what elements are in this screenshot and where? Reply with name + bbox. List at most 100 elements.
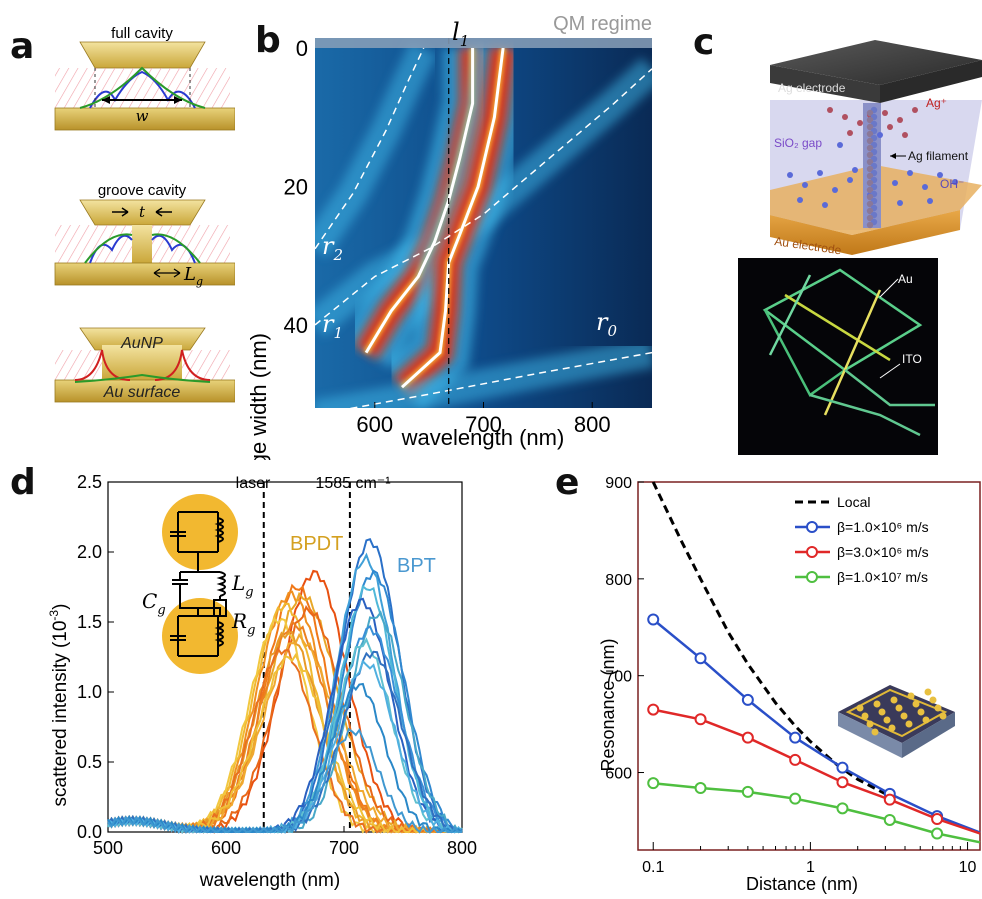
oh-ion-dot bbox=[832, 187, 838, 193]
chart-d-xlabel: wavelength (nm) bbox=[199, 870, 340, 891]
chart-b-xtick-label: 800 bbox=[574, 412, 611, 437]
filament-dot bbox=[866, 123, 874, 131]
oh-ion-dot bbox=[822, 202, 828, 208]
filament-dot bbox=[866, 186, 874, 194]
panel-letter-a: a bbox=[10, 26, 35, 67]
filament-dot bbox=[866, 172, 874, 180]
series-point bbox=[931, 813, 944, 826]
ag-ion-dot bbox=[882, 110, 888, 116]
inset-nanoparticle bbox=[900, 712, 908, 720]
oh-ion-dot bbox=[817, 170, 823, 176]
dispersion-curve-mode1 bbox=[364, 48, 475, 354]
inset-nanoparticle bbox=[890, 696, 898, 704]
series-line bbox=[652, 708, 981, 835]
series-point bbox=[931, 827, 944, 840]
curve-label-r0: r0 bbox=[596, 308, 617, 340]
gap-symbol: t bbox=[139, 203, 146, 221]
chart-e-ytick-label: 900 bbox=[605, 475, 632, 492]
spectrum-bpt bbox=[107, 610, 462, 834]
ag-ion-dot bbox=[857, 120, 863, 126]
inset-nanoparticle bbox=[934, 704, 942, 712]
oh-ion-dot bbox=[937, 172, 943, 178]
asymptote-r1 bbox=[315, 68, 652, 326]
series-point bbox=[883, 813, 896, 826]
legend-label: β=1.0×10⁶ m/s bbox=[837, 519, 929, 535]
chart-d-ylabel: scattered intensity (10-3) bbox=[47, 604, 71, 807]
series-line bbox=[651, 481, 887, 796]
series-point bbox=[647, 777, 660, 790]
ag-ion-dot bbox=[827, 107, 833, 113]
legend-label: Local bbox=[837, 494, 870, 510]
series-line bbox=[653, 781, 981, 844]
series-line bbox=[652, 618, 981, 834]
circuit-inset: Cg Lg Rg bbox=[142, 494, 255, 674]
inset-nanoparticle bbox=[912, 700, 920, 708]
raman-label: 1585 cm⁻¹ bbox=[315, 475, 390, 492]
inset-nanoparticle bbox=[873, 700, 881, 708]
chart-e-ytick-label: 700 bbox=[605, 669, 632, 686]
chart-b-xtick-label: 700 bbox=[465, 412, 502, 437]
legend-label: β=3.0×10⁶ m/s bbox=[837, 544, 929, 560]
chart-e-xtick-label: 0.1 bbox=[642, 859, 664, 876]
filament-dot bbox=[866, 109, 874, 117]
chart-d-ytick-label: 0.5 bbox=[77, 752, 102, 772]
groove-cavity-label: groove cavity bbox=[98, 182, 187, 199]
ag-filament-label: Ag filament bbox=[908, 149, 969, 163]
series-point bbox=[789, 753, 802, 766]
ag-electrode bbox=[770, 40, 982, 85]
inset-nanoparticle bbox=[856, 704, 864, 712]
filament-dot bbox=[866, 130, 874, 138]
bpt-label: BPT bbox=[397, 555, 436, 577]
ag-ion-dot bbox=[897, 117, 903, 123]
spectrum-bpt bbox=[107, 637, 463, 834]
full-cavity-label: full cavity bbox=[111, 25, 173, 42]
spectrum-bpt bbox=[107, 537, 463, 834]
inset-nanoparticle bbox=[878, 708, 886, 716]
line-label-l1: l1 bbox=[452, 18, 469, 50]
oh-ion-dot bbox=[802, 182, 808, 188]
series-point bbox=[836, 802, 849, 815]
chart-e-resonance: 0.1 1 10 600 700 800 900 Local β=1.0×10⁶ m/s β=3… bbox=[598, 475, 981, 894]
series-point bbox=[741, 785, 754, 798]
ag-ion-dot bbox=[902, 132, 908, 138]
nanoparticle-diagram: AuNP Au surface bbox=[54, 327, 235, 403]
chart-d-ytick-label: 2.5 bbox=[77, 472, 102, 492]
chart-b-ytick-label: 40 bbox=[284, 313, 308, 338]
chart-d-xtick-label: 800 bbox=[447, 838, 477, 858]
panel-c-device-illustration: Ag electrode Ag⁺ SiO₂ gap Ag filament OH… bbox=[738, 40, 982, 455]
groove-length-symbol: Lg bbox=[183, 264, 203, 288]
chart-e-ytick-label: 800 bbox=[605, 572, 632, 589]
oh-ion-dot bbox=[922, 184, 928, 190]
inset-nanoparticle bbox=[924, 688, 932, 696]
dispersion-curve-mode2 bbox=[400, 47, 505, 389]
legend-label: β=1.0×10⁷ m/s bbox=[837, 569, 928, 585]
chart-b-ytick-label: 0 bbox=[296, 36, 308, 61]
oh-ion-dot bbox=[797, 197, 803, 203]
capacitance-symbol: Cg bbox=[142, 589, 166, 618]
ag-electrode-label: Ag electrode bbox=[778, 81, 846, 95]
inset-nanoparticle bbox=[922, 716, 930, 724]
chart-b-ylabel: bridge width (nm) bbox=[246, 333, 271, 460]
chart-e-ylabel: Resonance (nm) bbox=[598, 638, 618, 771]
inset-nanoparticle bbox=[907, 692, 915, 700]
inset-nanoparticle bbox=[866, 720, 874, 728]
spectrum-bpt bbox=[107, 727, 462, 834]
filament-dot bbox=[866, 179, 874, 187]
spectrum-bpdt bbox=[107, 630, 463, 834]
micro-ito-label: ITO bbox=[902, 352, 922, 366]
chart-e-xtick-label: 10 bbox=[959, 859, 977, 876]
legend-marker bbox=[806, 546, 818, 558]
inset-nanoparticle bbox=[883, 716, 891, 724]
micro-au-label: Au bbox=[898, 272, 913, 286]
oh-ion-dot bbox=[897, 200, 903, 206]
oh-ion-dot bbox=[787, 172, 793, 178]
nanoparticle-array-inset bbox=[838, 685, 955, 758]
oh-ion-label: OH⁻ bbox=[940, 177, 964, 191]
ag-ion-dot bbox=[842, 114, 848, 120]
full-cavity-diagram: full cavity w bbox=[54, 25, 235, 131]
ag-ion-label: Ag⁺ bbox=[926, 96, 947, 110]
chart-e-frame bbox=[637, 481, 981, 851]
inset-nanoparticle bbox=[917, 708, 925, 716]
series-point bbox=[789, 792, 802, 805]
chart-b-xlabel: wavelength (nm) bbox=[401, 425, 565, 450]
